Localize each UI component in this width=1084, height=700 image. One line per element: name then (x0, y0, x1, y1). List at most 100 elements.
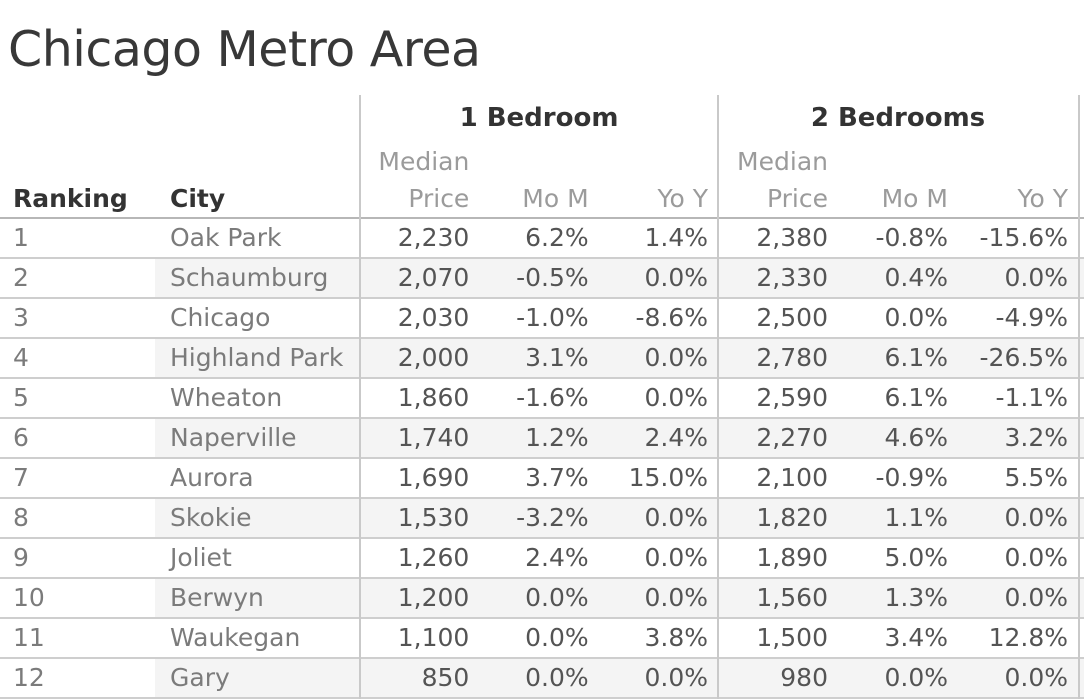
city-cell[interactable]: Aurora (170, 463, 254, 492)
value-cell-1br-mom[interactable]: 1.2% (525, 423, 589, 452)
value-cell-2br-median-price[interactable]: 2,500 (756, 303, 828, 332)
city-cell[interactable]: Joliet (170, 543, 232, 572)
value-cell-2br-median-price[interactable]: 1,560 (756, 583, 828, 612)
value-cell-2br-mom[interactable]: -0.8% (875, 223, 948, 252)
value-cell-1br-mom[interactable]: 0.0% (525, 623, 589, 652)
city-cell[interactable]: Gary (170, 663, 230, 692)
value-cell-1br-mom[interactable]: 6.2% (525, 223, 589, 252)
value-cell-1br-median-price[interactable]: 1,260 (397, 543, 470, 572)
value-cell-1br-yoy[interactable]: 0.0% (644, 263, 708, 292)
column-header-2br-mom[interactable]: Mo M (881, 184, 948, 213)
city-cell[interactable]: Schaumburg (170, 263, 329, 292)
ranking-cell[interactable]: 8 (0, 499, 155, 537)
value-cell-1br-yoy[interactable]: 0.0% (644, 383, 708, 412)
value-cell-2br-mom[interactable]: 6.1% (884, 383, 948, 412)
value-cell-1br-yoy[interactable]: 15.0% (628, 463, 708, 492)
value-cell-2br-median-price[interactable]: 2,100 (756, 463, 828, 492)
group-header-2-bedrooms[interactable]: 2 Bedrooms (810, 102, 986, 133)
value-cell-1br-median-price[interactable]: 1,530 (397, 503, 470, 532)
ranking-cell[interactable]: 5 (0, 379, 155, 417)
value-cell-1br-yoy[interactable]: 0.0% (644, 503, 708, 532)
ranking-cell[interactable]: 10 (0, 579, 155, 617)
city-cell[interactable]: Berwyn (170, 583, 264, 612)
value-cell-1br-yoy[interactable]: 3.8% (644, 623, 708, 652)
value-cell-2br-median-price[interactable]: 980 (780, 663, 828, 692)
city-cell[interactable]: Oak Park (170, 223, 282, 252)
column-header-2br-median-price[interactable]: Median Price (718, 143, 838, 217)
ranking-cell[interactable]: 12 (0, 659, 155, 697)
city-cell[interactable]: Naperville (170, 423, 297, 452)
value-cell-2br-mom[interactable]: 1.1% (884, 503, 948, 532)
ranking-cell[interactable]: 11 (0, 619, 155, 657)
value-cell-1br-median-price[interactable]: 850 (421, 663, 470, 692)
value-cell-2br-mom[interactable]: 3.4% (884, 623, 948, 652)
ranking-cell[interactable]: 1 (0, 219, 155, 257)
value-cell-2br-yoy[interactable]: 5.5% (1004, 463, 1068, 492)
column-header-ranking[interactable]: Ranking (13, 184, 128, 213)
city-cell[interactable]: Waukegan (170, 623, 301, 652)
value-cell-2br-median-price[interactable]: 2,330 (756, 263, 828, 292)
value-cell-1br-yoy[interactable]: 2.4% (644, 423, 708, 452)
value-cell-1br-mom[interactable]: 2.4% (525, 543, 589, 572)
value-cell-2br-mom[interactable]: 0.4% (884, 263, 948, 292)
value-cell-1br-median-price[interactable]: 1,740 (397, 423, 470, 452)
value-cell-2br-mom[interactable]: -0.9% (875, 463, 948, 492)
value-cell-1br-median-price[interactable]: 1,100 (397, 623, 470, 652)
value-cell-2br-yoy[interactable]: 12.8% (988, 623, 1068, 652)
value-cell-2br-median-price[interactable]: 1,890 (756, 543, 828, 572)
value-cell-2br-median-price[interactable]: 2,270 (756, 423, 828, 452)
column-header-2br-yoy[interactable]: Yo Y (1017, 184, 1068, 213)
value-cell-2br-median-price[interactable]: 2,780 (756, 343, 828, 372)
value-cell-2br-median-price[interactable]: 1,820 (756, 503, 828, 532)
value-cell-2br-yoy[interactable]: -26.5% (979, 343, 1068, 372)
value-cell-1br-yoy[interactable]: 0.0% (644, 583, 708, 612)
ranking-cell[interactable]: 4 (0, 339, 155, 377)
value-cell-1br-median-price[interactable]: 2,000 (397, 343, 470, 372)
value-cell-2br-median-price[interactable]: 2,380 (756, 223, 828, 252)
column-header-1br-yoy[interactable]: Yo Y (657, 184, 708, 213)
value-cell-1br-yoy[interactable]: 0.0% (644, 543, 708, 572)
value-cell-1br-mom[interactable]: -3.2% (516, 503, 589, 532)
city-cell[interactable]: Highland Park (170, 343, 344, 372)
value-cell-2br-mom[interactable]: 0.0% (884, 303, 948, 332)
ranking-cell[interactable]: 9 (0, 539, 155, 577)
value-cell-1br-median-price[interactable]: 1,860 (397, 383, 470, 412)
value-cell-2br-yoy[interactable]: 0.0% (1004, 583, 1068, 612)
value-cell-1br-mom[interactable]: -1.6% (516, 383, 589, 412)
value-cell-2br-yoy[interactable]: -4.9% (995, 303, 1068, 332)
value-cell-2br-median-price[interactable]: 1,500 (756, 623, 828, 652)
value-cell-2br-mom[interactable]: 1.3% (884, 583, 948, 612)
value-cell-1br-yoy[interactable]: 1.4% (644, 223, 708, 252)
value-cell-2br-mom[interactable]: 0.0% (884, 663, 948, 692)
value-cell-2br-mom[interactable]: 6.1% (884, 343, 948, 372)
value-cell-2br-median-price[interactable]: 2,590 (756, 383, 828, 412)
value-cell-2br-yoy[interactable]: -1.1% (995, 383, 1068, 412)
value-cell-1br-mom[interactable]: -0.5% (516, 263, 589, 292)
value-cell-1br-median-price[interactable]: 1,690 (397, 463, 470, 492)
value-cell-1br-mom[interactable]: 3.1% (525, 343, 589, 372)
value-cell-2br-yoy[interactable]: -15.6% (979, 223, 1068, 252)
column-header-1br-median-price[interactable]: Median Price (360, 143, 479, 217)
value-cell-1br-median-price[interactable]: 1,200 (397, 583, 470, 612)
ranking-cell[interactable]: 2 (0, 259, 155, 297)
city-cell[interactable]: Chicago (170, 303, 271, 332)
value-cell-2br-yoy[interactable]: 0.0% (1004, 543, 1068, 572)
value-cell-1br-yoy[interactable]: 0.0% (644, 343, 708, 372)
value-cell-1br-yoy[interactable]: -8.6% (635, 303, 708, 332)
value-cell-1br-median-price[interactable]: 2,030 (397, 303, 470, 332)
value-cell-2br-mom[interactable]: 5.0% (884, 543, 948, 572)
ranking-cell[interactable]: 7 (0, 459, 155, 497)
ranking-cell[interactable]: 6 (0, 419, 155, 457)
column-header-city[interactable]: City (170, 184, 226, 213)
value-cell-1br-yoy[interactable]: 0.0% (644, 663, 708, 692)
value-cell-1br-mom[interactable]: 3.7% (525, 463, 589, 492)
value-cell-2br-yoy[interactable]: 3.2% (1004, 423, 1068, 452)
value-cell-1br-mom[interactable]: 0.0% (525, 663, 589, 692)
group-header-1-bedroom[interactable]: 1 Bedroom (459, 102, 619, 133)
ranking-cell[interactable]: 3 (0, 299, 155, 337)
value-cell-1br-median-price[interactable]: 2,070 (397, 263, 470, 292)
city-cell[interactable]: Wheaton (170, 383, 283, 412)
value-cell-1br-median-price[interactable]: 2,230 (397, 223, 470, 252)
value-cell-1br-mom[interactable]: 0.0% (525, 583, 589, 612)
value-cell-2br-yoy[interactable]: 0.0% (1004, 263, 1068, 292)
